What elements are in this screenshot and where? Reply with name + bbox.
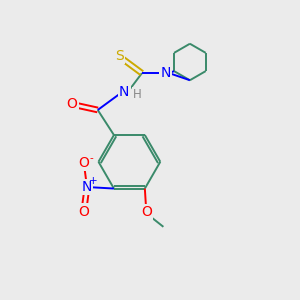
Text: O: O — [79, 205, 89, 218]
Text: H: H — [133, 88, 141, 101]
Text: O: O — [141, 205, 152, 219]
Text: +: + — [89, 176, 98, 186]
Text: N: N — [160, 66, 171, 80]
Text: N: N — [81, 180, 92, 194]
Text: O: O — [79, 156, 89, 170]
Text: N: N — [119, 85, 129, 99]
Text: O: O — [67, 97, 78, 111]
Text: -: - — [89, 153, 93, 163]
Text: S: S — [115, 49, 124, 63]
